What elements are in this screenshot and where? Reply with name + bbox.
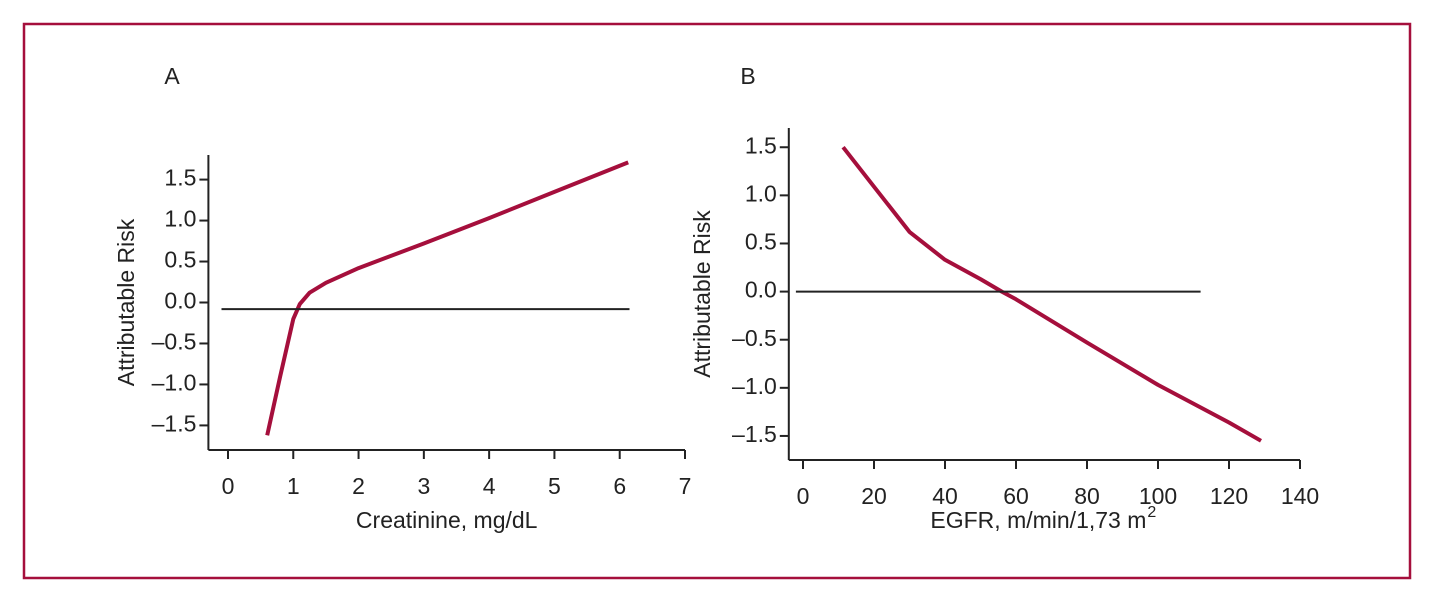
frame (22, 22, 1412, 580)
y-tick-label: –1.5 (152, 410, 197, 436)
y-tick-label: –1.5 (732, 421, 777, 447)
x-axis-label: EGFR, m/min/1,73 m (930, 507, 1146, 533)
y-tick-label: 1.0 (745, 180, 777, 206)
x-tick-label: 60 (1003, 483, 1029, 509)
x-tick-label: 80 (1074, 483, 1100, 509)
x-tick-label: 6 (613, 473, 626, 499)
x-tick-label: 40 (932, 483, 958, 509)
x-tick-label: 3 (417, 473, 430, 499)
x-tick-label: 0 (222, 473, 235, 499)
x-tick-label: 4 (483, 473, 496, 499)
y-tick-label: 0.5 (745, 229, 777, 255)
y-tick-label: –1.0 (732, 373, 777, 399)
x-axis-label: Creatinine, mg/dL (356, 507, 538, 533)
y-tick-label: 0.5 (164, 247, 196, 273)
x-tick-label: 5 (548, 473, 561, 499)
x-tick-label: 1 (287, 473, 300, 499)
x-tick-label: 20 (861, 483, 887, 509)
panel-label: A (164, 63, 180, 89)
y-tick-label: 1.5 (745, 132, 777, 158)
risk-curve (841, 145, 1262, 443)
x-tick-label: 2 (352, 473, 365, 499)
y-tick-label: 1.0 (164, 206, 196, 232)
y-axis-label: Attributable Risk (689, 210, 715, 378)
risk-curve (265, 160, 629, 436)
y-tick-label: 1.5 (164, 165, 196, 191)
x-tick-label: 0 (797, 483, 810, 509)
x-tick-label: 7 (679, 473, 692, 499)
x-tick-label: 140 (1281, 483, 1319, 509)
y-tick-label: –1.0 (152, 370, 197, 396)
x-axis-label-superscript: 2 (1147, 504, 1156, 521)
x-tick-label: 100 (1139, 483, 1177, 509)
x-tick-label: 120 (1210, 483, 1248, 509)
y-tick-label: 0.0 (745, 277, 777, 303)
panel-label: B (740, 63, 755, 89)
y-tick-label: –0.5 (152, 329, 197, 355)
y-tick-label: 0.0 (164, 288, 196, 314)
y-axis-label: Attributable Risk (113, 218, 139, 386)
y-tick-label: –0.5 (732, 325, 777, 351)
